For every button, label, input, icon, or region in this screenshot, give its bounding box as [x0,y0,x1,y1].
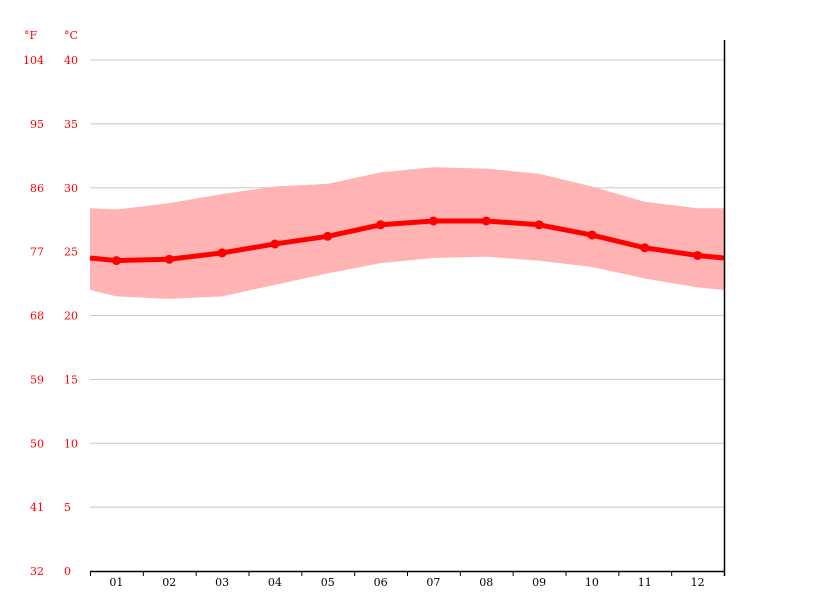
x-tick-label: 09 [532,576,546,589]
y-tick-label-f: 86 [30,182,44,195]
y-tick-label-c: 35 [64,118,78,131]
y-axis-labels: °F °C 32 0 41 5 50 10 59 15 68 20 77 25 86 30 95 35 104 4… [23,29,78,578]
x-tick-label: 11 [638,576,652,589]
data-point [534,220,544,230]
y-tick-label-f: 77 [30,246,44,259]
celsius-unit-label: °C [64,29,78,42]
x-tick-label: 08 [479,576,493,589]
y-tick-label-c: 5 [64,501,71,514]
x-tick-label: 05 [321,576,335,589]
data-point [481,216,491,226]
y-tick-label-c: 10 [64,437,78,450]
x-tick-label: 04 [268,576,282,589]
average-temperature-line [89,216,725,266]
y-tick-label-f: 68 [30,310,44,323]
data-point [640,243,650,253]
y-tick-label-f: 59 [30,373,44,386]
x-tick-label: 07 [426,576,440,589]
y-tick-label-c: 20 [64,310,78,323]
y-tick-label-f: 50 [30,437,44,450]
y-tick-label-f: 95 [30,118,44,131]
y-tick-label-f: 104 [23,54,44,67]
data-point [587,230,597,240]
data-point [428,216,438,226]
data-point [376,220,386,230]
x-axis-labels: 01 02 03 04 05 06 07 08 09 10 11 12 [109,576,704,589]
y-tick-label-c: 0 [64,565,71,578]
data-point [217,248,227,258]
average-line [89,218,725,264]
y-tick-label-f: 41 [30,501,44,514]
temperature-range-band [90,167,724,299]
axes [90,40,726,576]
y-tick-label-f: 32 [30,565,44,578]
x-tick-label: 10 [585,576,599,589]
y-tick-label-c: 15 [64,373,78,386]
x-tick-label: 01 [109,576,123,589]
data-point [693,250,703,260]
y-tick-label-c: 25 [64,246,78,259]
min-max-band [90,167,724,299]
data-point [111,256,121,266]
data-point [270,239,280,249]
x-tick-label: 06 [374,576,388,589]
y-tick-label-c: 40 [64,54,78,67]
x-tick-label: 12 [691,576,705,589]
data-point [323,231,333,241]
data-point [164,254,174,264]
y-tick-label-c: 30 [64,182,78,195]
fahrenheit-unit-label: °F [24,29,38,42]
x-tick-label: 02 [162,576,176,589]
x-tick-label: 03 [215,576,229,589]
